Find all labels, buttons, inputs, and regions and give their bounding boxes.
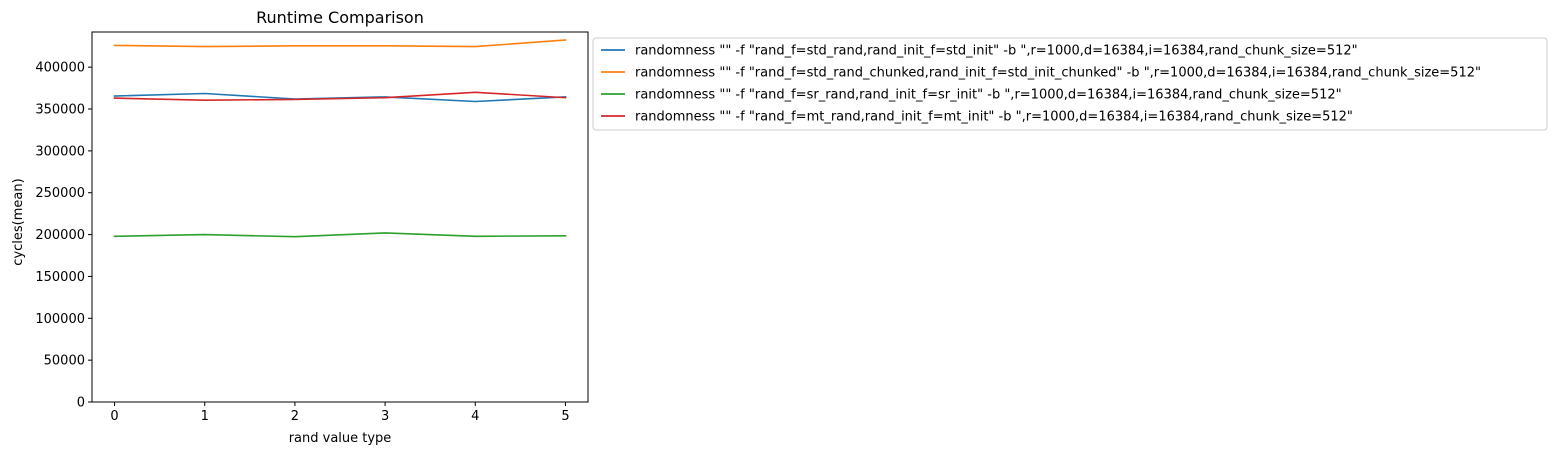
y-tick-label: 400000 bbox=[35, 61, 85, 76]
legend-label-3: randomness "" -f "rand_f=sr_rand,rand_in… bbox=[635, 88, 1342, 103]
y-tick-label: 0 bbox=[77, 396, 85, 411]
legend: randomness "" -f "rand_f=std_rand,rand_i… bbox=[592, 37, 1548, 131]
series-line-3 bbox=[113, 232, 567, 238]
y-tick-label: 250000 bbox=[35, 186, 85, 201]
y-tick-label: 200000 bbox=[35, 228, 85, 243]
axes: 0 1 2 3 4 5 0 50000 100000 150000 200000 250000 3000… bbox=[35, 31, 589, 424]
legend-label-4: randomness "" -f "rand_f=mt_rand,rand_in… bbox=[635, 110, 1353, 125]
plot-frame bbox=[91, 31, 589, 403]
y-tick-label: 150000 bbox=[35, 270, 85, 285]
x-tick-label: 1 bbox=[201, 409, 209, 424]
x-tick-label: 3 bbox=[381, 409, 389, 424]
chart-title: Runtime Comparison bbox=[256, 8, 424, 27]
y-tick-label: 100000 bbox=[35, 312, 85, 327]
y-tick-label: 50000 bbox=[44, 354, 85, 369]
y-axis-label: cycles(mean) bbox=[11, 178, 26, 265]
legend-label-1: randomness "" -f "rand_f=std_rand,rand_i… bbox=[635, 44, 1358, 59]
x-tick-label: 0 bbox=[110, 409, 118, 424]
x-axis-label: rand value type bbox=[289, 431, 392, 446]
y-tick-label: 350000 bbox=[35, 103, 85, 118]
x-tick-label: 2 bbox=[291, 409, 299, 424]
x-tick-label: 4 bbox=[471, 409, 479, 424]
series-line-4 bbox=[113, 91, 567, 101]
x-tick-label: 5 bbox=[561, 409, 569, 424]
legend-box bbox=[592, 37, 1548, 131]
legend-label-2: randomness "" -f "rand_f=std_rand_chunke… bbox=[635, 66, 1481, 81]
series-line-2 bbox=[113, 39, 567, 48]
plot-lines bbox=[113, 39, 567, 238]
y-tick-label: 300000 bbox=[35, 144, 85, 159]
